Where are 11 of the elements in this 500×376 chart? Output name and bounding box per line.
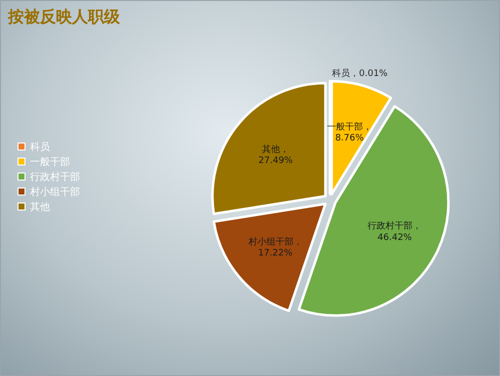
data-label: 行政村干部，46.42%: [368, 220, 422, 243]
legend-label: 科员: [30, 141, 50, 153]
data-label: 一般干部，8.76%: [327, 121, 372, 144]
legend-label: 其他: [30, 201, 50, 213]
chart-title: 按被反映人职级: [7, 7, 121, 26]
data-label: 村小组干部，17.22%: [247, 236, 302, 259]
data-label: 其他，27.49%: [258, 144, 294, 166]
legend-label: 村小组干部: [29, 186, 80, 198]
data-label: 科员，0.01%: [332, 68, 388, 79]
legend-label: 行政村干部: [30, 171, 80, 183]
legend-label: 一般干部: [30, 156, 70, 168]
